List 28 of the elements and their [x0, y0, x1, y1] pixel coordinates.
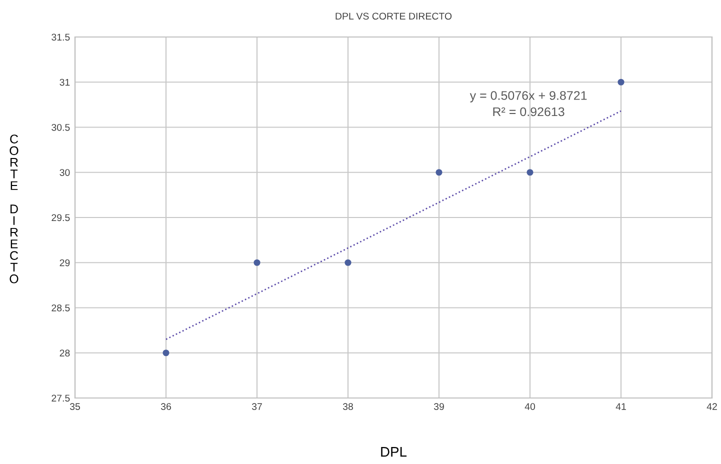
x-tick-label: 39: [434, 403, 444, 410]
point: [254, 259, 260, 266]
x-tick-label: 35: [70, 403, 80, 410]
y-tick-label: 29.5: [52, 214, 70, 222]
annotation: y = 0.5076x + 9.8721: [470, 91, 587, 102]
x-tick-label: 42: [706, 403, 717, 410]
x-axis-title: DPL: [381, 447, 407, 457]
x-tick-label: 41: [616, 403, 626, 410]
annotation: R² = 0.92613: [493, 107, 564, 116]
point: [162, 350, 170, 356]
x-tick-label: 37: [252, 403, 262, 410]
x-tick-label: 38: [342, 403, 353, 410]
point: [344, 259, 352, 266]
y-tick-label: 28: [60, 350, 70, 356]
point: [436, 169, 442, 176]
x-tick-label: 40: [524, 403, 536, 410]
y-tick-label: 30: [60, 169, 70, 176]
point: [526, 169, 534, 176]
chart-title: DPL VS CORTE DIRECTO: [336, 12, 452, 20]
y-tick-label: 31: [60, 78, 70, 86]
y-tick-label: 31.5: [52, 34, 70, 41]
y-tick-label: 27.5: [52, 394, 70, 402]
y-tick-label: 29: [60, 259, 70, 266]
y-tick-label: 30.5: [52, 124, 70, 131]
text: CORTE DIRECTO: [10, 134, 18, 284]
x-tick-label: 36: [160, 403, 171, 410]
y-tick-label: 28.5: [52, 304, 70, 312]
point: [618, 78, 624, 86]
